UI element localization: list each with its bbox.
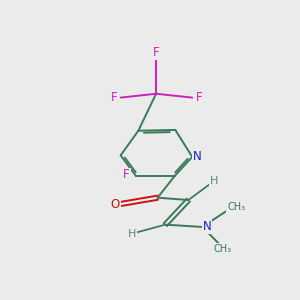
Text: F: F [195, 91, 202, 104]
Text: CH₃: CH₃ [214, 244, 232, 254]
Text: F: F [111, 91, 118, 103]
Text: N: N [193, 150, 202, 163]
Text: H: H [210, 176, 218, 186]
Text: CH₃: CH₃ [227, 202, 245, 212]
Text: N: N [202, 220, 211, 233]
Text: F: F [123, 169, 130, 182]
Text: H: H [128, 229, 136, 239]
Text: O: O [110, 198, 120, 211]
Text: F: F [153, 46, 160, 59]
